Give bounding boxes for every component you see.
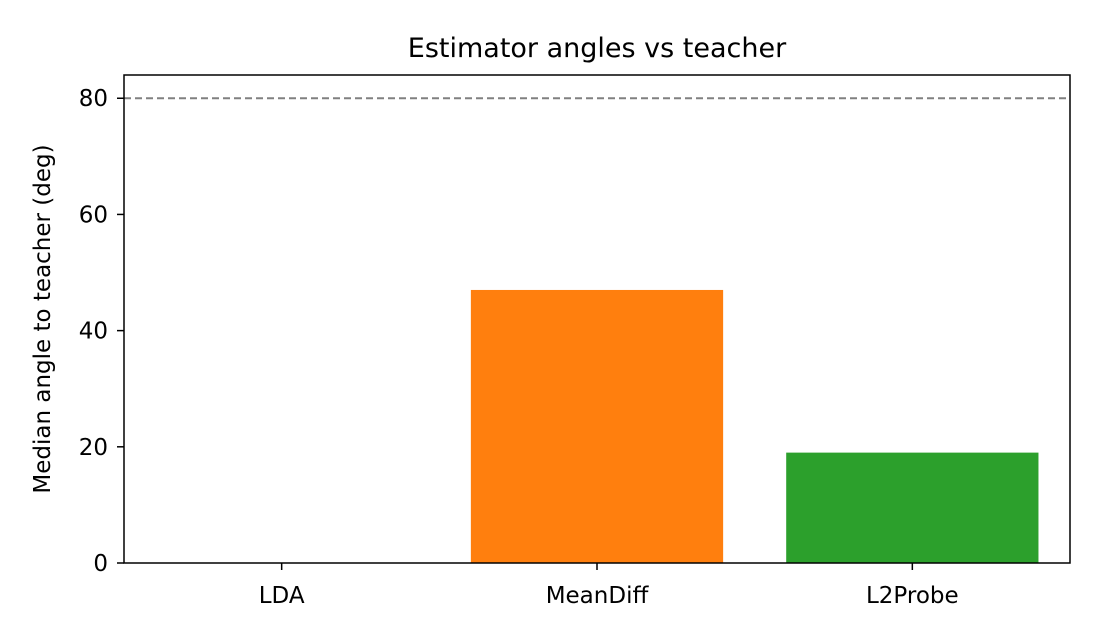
bar-l2probe	[786, 452, 1039, 563]
chart-title: Estimator angles vs teacher	[408, 33, 787, 64]
x-tick-label: LDA	[259, 583, 305, 609]
x-tick-label: L2Probe	[866, 583, 959, 609]
bars-layer	[470, 289, 1039, 563]
y-axis-ticks: 0 20 40 60 80	[79, 86, 124, 577]
y-tick-label: 60	[79, 202, 108, 228]
x-tick-label: MeanDiff	[546, 583, 650, 609]
y-axis-label: Median angle to teacher (deg)	[30, 144, 56, 493]
bar-meandiff	[470, 289, 724, 563]
y-tick-label: 0	[93, 551, 108, 577]
y-tick-label: 40	[79, 319, 108, 345]
y-tick-label: 20	[79, 435, 108, 461]
x-axis-ticks: LDA MeanDiff L2Probe	[259, 563, 959, 609]
y-tick-label: 80	[79, 86, 108, 112]
